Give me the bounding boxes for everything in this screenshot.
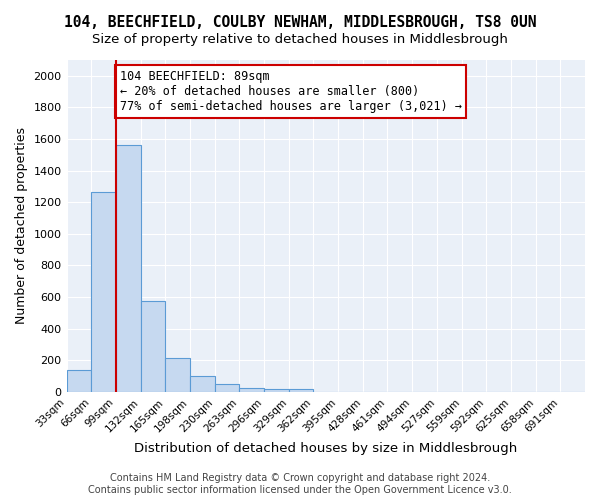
Bar — [190, 376, 215, 392]
X-axis label: Distribution of detached houses by size in Middlesbrough: Distribution of detached houses by size … — [134, 442, 517, 455]
Bar — [67, 370, 91, 392]
Text: Size of property relative to detached houses in Middlesbrough: Size of property relative to detached ho… — [92, 32, 508, 46]
Bar — [215, 384, 239, 392]
Text: 104, BEECHFIELD, COULBY NEWHAM, MIDDLESBROUGH, TS8 0UN: 104, BEECHFIELD, COULBY NEWHAM, MIDDLESB… — [64, 15, 536, 30]
Text: 104 BEECHFIELD: 89sqm
← 20% of detached houses are smaller (800)
77% of semi-det: 104 BEECHFIELD: 89sqm ← 20% of detached … — [119, 70, 461, 113]
Bar — [140, 301, 165, 392]
Bar — [264, 389, 289, 392]
Bar — [165, 358, 190, 392]
Bar — [91, 192, 116, 392]
Bar — [239, 388, 264, 392]
Bar — [289, 389, 313, 392]
Bar — [116, 144, 140, 392]
Text: Contains HM Land Registry data © Crown copyright and database right 2024.
Contai: Contains HM Land Registry data © Crown c… — [88, 474, 512, 495]
Y-axis label: Number of detached properties: Number of detached properties — [15, 128, 28, 324]
